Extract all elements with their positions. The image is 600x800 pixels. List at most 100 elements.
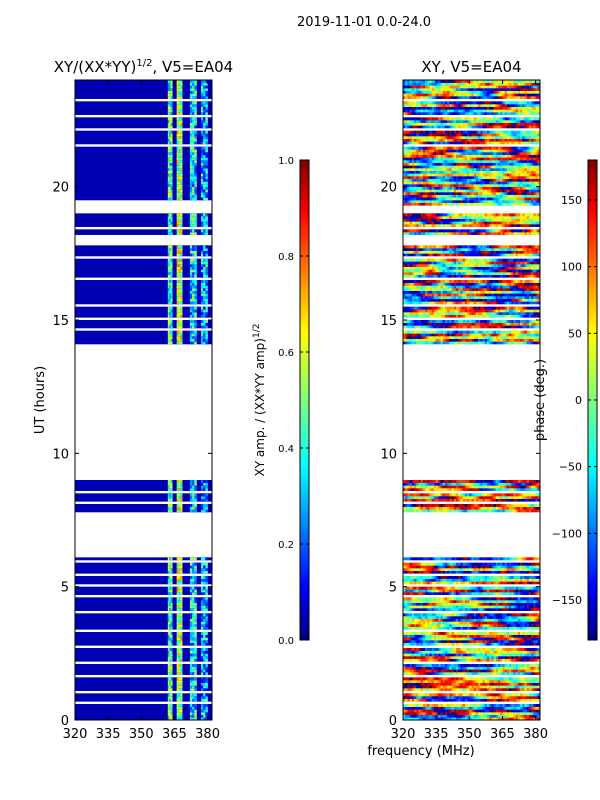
heat-cell — [403, 640, 406, 643]
heat-cell — [200, 648, 204, 651]
heat-cell — [167, 709, 170, 713]
heat-cell — [170, 224, 173, 227]
heat-cell — [407, 565, 410, 569]
heat-cell — [491, 688, 494, 691]
heat-cell — [180, 608, 183, 611]
heat-cell — [526, 602, 530, 606]
heat-cell — [513, 712, 516, 715]
heat-row — [75, 621, 212, 625]
heat-cell — [418, 618, 421, 622]
heat-cell — [537, 658, 540, 662]
heat-cell — [192, 693, 195, 697]
heat-cell — [403, 562, 406, 566]
heat-cell — [442, 624, 446, 627]
heat-cell — [420, 717, 424, 720]
heat-cell — [170, 218, 173, 222]
heat-cell — [169, 213, 172, 217]
heat-cell — [537, 621, 540, 625]
heat-cell — [515, 696, 519, 699]
heat-cell — [442, 706, 446, 710]
heat-cell — [169, 578, 172, 582]
heat-cell — [189, 285, 193, 289]
heat-cell — [524, 656, 528, 659]
heat-cell — [169, 82, 172, 86]
heat-cell — [194, 626, 197, 630]
heat-cell — [176, 325, 179, 329]
heat-cell — [411, 570, 415, 574]
heat-cell — [458, 562, 461, 566]
heat-cell — [513, 672, 516, 675]
heat-cell — [447, 672, 450, 675]
heat-cell — [489, 637, 492, 641]
heat-cell — [484, 648, 488, 651]
heat-cell — [203, 301, 206, 305]
heat-cell — [416, 658, 419, 662]
heat-row — [75, 616, 212, 619]
heat-cell — [403, 634, 406, 638]
heat-cell — [169, 658, 172, 662]
heat-cell — [180, 338, 183, 342]
heat-cell — [451, 656, 455, 659]
heat-cell — [429, 608, 433, 611]
heat-row — [75, 506, 212, 510]
heat-cell — [167, 272, 170, 275]
heat-cell — [170, 712, 173, 715]
heat-cell — [167, 88, 170, 91]
heat-cell — [464, 648, 468, 651]
heat-cell — [405, 656, 408, 659]
heat-cell — [203, 616, 206, 619]
heat-cell — [513, 586, 516, 590]
heat-cell — [192, 266, 195, 270]
heat-cell — [194, 653, 197, 657]
heat-cell — [178, 290, 181, 294]
heat-cell — [167, 192, 170, 195]
heat-cell — [436, 712, 439, 715]
heat-cell — [480, 637, 483, 641]
heat-cell — [537, 640, 540, 643]
heat-cell — [467, 576, 470, 579]
heat-cell — [170, 338, 173, 342]
heat-cell — [440, 632, 444, 635]
heat-cell — [444, 677, 448, 681]
heat-cell — [429, 664, 433, 667]
heat-cell — [533, 648, 536, 651]
heat-cell — [502, 616, 505, 619]
heat-cell — [493, 680, 497, 683]
heat-cell — [458, 565, 461, 569]
heat-cell — [520, 664, 523, 667]
heat-cell — [524, 621, 528, 625]
heat-cell — [482, 698, 486, 702]
heat-cell — [475, 698, 479, 702]
heat-cell — [533, 706, 536, 710]
heat-cell — [444, 653, 448, 657]
heat-cell — [192, 314, 195, 318]
heat-cell — [444, 706, 448, 710]
heat-cell — [467, 650, 470, 654]
heat-cell — [176, 173, 179, 177]
heat-row — [75, 133, 212, 137]
heat-cell — [180, 693, 183, 697]
heat-cell — [167, 90, 170, 94]
heat-cell — [205, 258, 208, 262]
heat-cell — [192, 336, 195, 339]
heat-cell — [431, 586, 435, 590]
heat-cell — [409, 589, 413, 593]
heat-cell — [194, 296, 197, 299]
heat-cell — [444, 570, 448, 574]
heat-cell — [169, 650, 172, 654]
heat-cell — [416, 698, 419, 702]
heat-cell — [509, 565, 512, 569]
heat-cell — [180, 312, 183, 315]
heat-cell — [498, 706, 501, 710]
heat-cell — [475, 658, 479, 662]
heat-cell — [203, 280, 206, 283]
heat-cell — [407, 696, 410, 699]
heat-cell — [192, 82, 195, 86]
heat-cell — [178, 261, 181, 265]
heat-cell — [192, 669, 195, 673]
heat-cell — [409, 616, 413, 619]
heat-cell — [451, 565, 455, 569]
heat-cell — [200, 589, 204, 593]
heat-cell — [189, 637, 193, 641]
heat-cell — [498, 693, 501, 697]
